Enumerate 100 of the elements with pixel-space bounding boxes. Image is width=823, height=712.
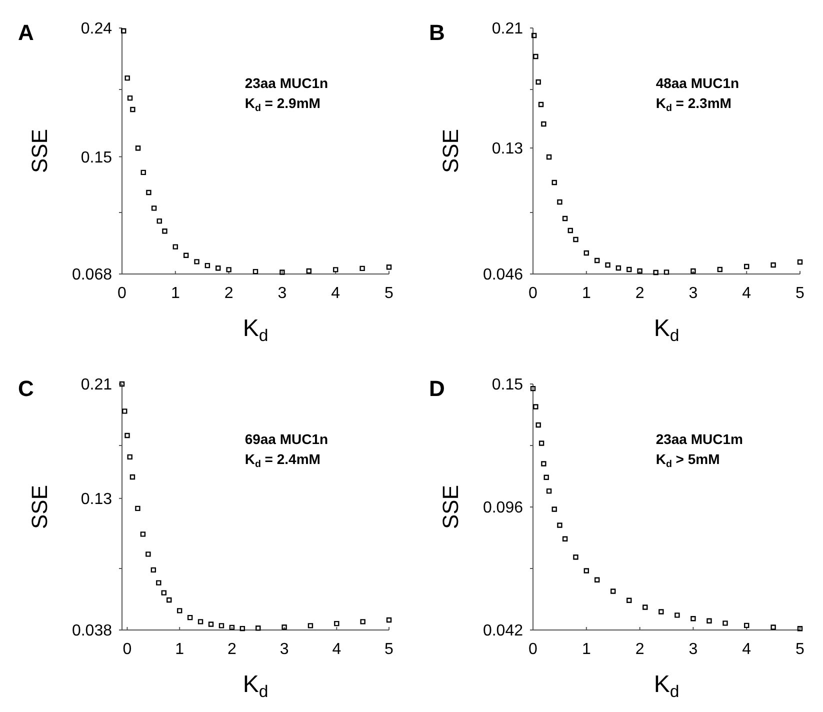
x-axis-title: K$_{d}$ [242, 315, 268, 346]
annotation: 69aa MUC1n [244, 431, 328, 447]
annotation: 48aa MUC1n [656, 75, 740, 91]
point [538, 440, 544, 446]
point [717, 266, 722, 272]
y-tick-label: 0.068 [72, 266, 112, 284]
point [770, 624, 776, 630]
y-tick-label: 0.042 [482, 622, 524, 640]
annotation: K$_{d}$ = 2.9mM [244, 95, 320, 114]
point [360, 619, 366, 624]
point [240, 626, 246, 632]
x-tick-label: 3 [280, 641, 289, 658]
point [616, 265, 622, 271]
y-tick-label: 0.15 [492, 376, 524, 394]
x-tick-label: 1 [175, 641, 184, 658]
x-tick-label: 4 [742, 285, 752, 302]
point [536, 79, 541, 85]
point [552, 506, 557, 512]
point [256, 626, 261, 631]
point [194, 259, 200, 264]
point [176, 608, 182, 614]
point [562, 536, 568, 542]
x-tick-label: 4 [332, 641, 342, 658]
point [664, 270, 670, 275]
point [690, 616, 696, 622]
point [156, 580, 162, 586]
x-axis-title: K$_{d}$ [654, 315, 680, 346]
point [637, 268, 642, 274]
point [334, 620, 340, 626]
x-tick-label: 5 [384, 285, 394, 302]
x-tick-label: 0 [528, 641, 538, 658]
point [150, 567, 156, 573]
point [360, 266, 365, 272]
point [166, 597, 172, 603]
point [546, 488, 552, 494]
y-axis-title: SSE [27, 484, 52, 530]
point [306, 268, 312, 274]
point [658, 609, 664, 614]
chart-title: B [429, 20, 445, 45]
point [642, 604, 648, 610]
annotation: K$_{d}$ = 2.4mM [244, 451, 320, 470]
x-tick-label: 1 [170, 285, 180, 302]
point [706, 618, 712, 624]
point [541, 121, 546, 127]
y-tick-label: 0.21 [492, 20, 524, 38]
y-axis-title: SSE [27, 128, 52, 174]
point [187, 614, 193, 620]
point [183, 252, 189, 258]
chart-title: A [18, 20, 34, 45]
y-tick-label: 0.096 [482, 500, 524, 517]
point [130, 474, 136, 480]
point [562, 216, 568, 222]
annotation: K$_{d}$ > 5mM [656, 451, 720, 470]
point [308, 623, 314, 628]
point [146, 552, 151, 557]
x-tick-label: 2 [224, 285, 234, 302]
x-axis-title: K$_{d}$ [242, 671, 268, 702]
point [536, 422, 541, 428]
point [135, 506, 140, 512]
point [140, 170, 146, 176]
point [674, 612, 680, 618]
point [386, 617, 392, 623]
point [584, 568, 589, 574]
y-tick-label: 0.13 [80, 491, 112, 508]
point [124, 75, 130, 81]
point [797, 259, 803, 265]
point [626, 266, 632, 272]
point [573, 554, 578, 560]
point [584, 250, 589, 256]
x-tick-label: 1 [582, 285, 591, 302]
x-tick-label: 0 [118, 285, 127, 302]
point [121, 28, 126, 34]
point [140, 532, 146, 537]
y-tick-label: 0.15 [80, 149, 112, 166]
point [594, 258, 600, 264]
point [653, 270, 658, 276]
point [744, 622, 750, 628]
point [127, 454, 132, 460]
x-tick-label: 3 [688, 641, 698, 658]
point [541, 461, 546, 466]
y-axis-title: SSE [438, 484, 463, 530]
point [573, 236, 578, 242]
annotation: 23aa MUC1m [656, 431, 743, 447]
x-tick-label: 5 [796, 641, 805, 658]
point [552, 180, 557, 186]
point [770, 262, 776, 268]
point [626, 598, 632, 603]
point [544, 474, 549, 480]
point [533, 54, 538, 60]
chart-title: C [18, 376, 34, 401]
point [130, 106, 136, 112]
point [546, 154, 552, 160]
y-axis-title: SSE [438, 128, 463, 174]
point [218, 623, 224, 628]
point [229, 624, 235, 630]
y-tick-label: 0.24 [80, 20, 112, 38]
point [127, 95, 133, 101]
point [162, 228, 168, 234]
point [146, 190, 152, 196]
y-tick-label: 0.046 [482, 266, 524, 284]
